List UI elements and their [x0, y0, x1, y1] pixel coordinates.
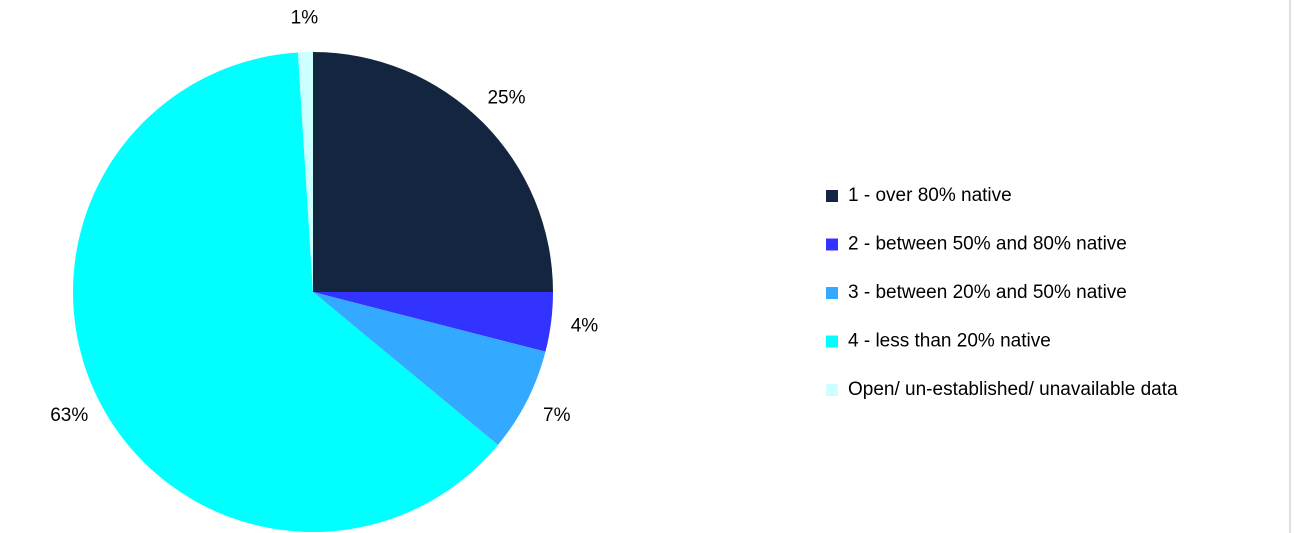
legend-label: 2 - between 50% and 80% native [848, 234, 1127, 255]
legend-swatch [826, 238, 838, 251]
pie-slice [297, 52, 313, 292]
pie-slice [73, 52, 498, 533]
data-label: 63% [50, 405, 88, 426]
legend-label: 1 - over 80% native [848, 185, 1012, 206]
legend-swatch [826, 287, 838, 299]
legend-swatch [826, 190, 838, 202]
data-label: 4% [571, 315, 599, 336]
data-label: 1% [291, 8, 319, 29]
legend-label: Open/ un-established/ unavailable data [848, 379, 1178, 400]
legend-swatch [826, 335, 838, 348]
legend-label: 4 - less than 20% native [848, 331, 1051, 352]
data-label: 7% [543, 405, 571, 426]
pie-slice [313, 52, 553, 292]
legend-label: 3 - between 20% and 50% native [848, 282, 1127, 303]
pie-slice [313, 292, 553, 352]
pie-slice [313, 292, 546, 445]
legend-swatch [826, 384, 838, 396]
data-label: 25% [487, 88, 525, 109]
